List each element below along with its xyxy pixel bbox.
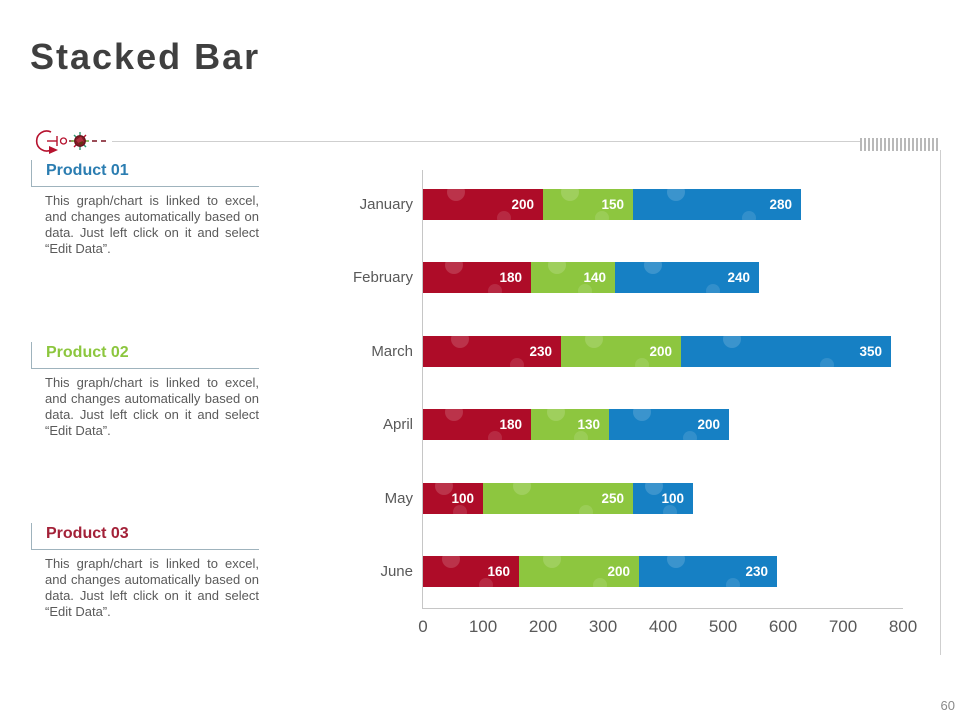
bar-value-label: 250 — [601, 490, 624, 506]
bar-value-label: 200 — [607, 564, 630, 579]
bar-value-label: 200 — [511, 196, 534, 212]
product-name: Product 03 — [46, 525, 129, 542]
axis-tick-label: 0 — [418, 617, 428, 636]
bar-value-label: 200 — [649, 343, 672, 359]
bar-segment-1[interactable]: 230 — [423, 335, 561, 367]
bar-row-june[interactable]: June 160 200 230 — [380, 556, 777, 587]
bar-segment-2[interactable]: 200 — [561, 335, 681, 367]
stacked-bar-chart[interactable]: 0 100 200 300 400 500 600 700 800 January 200 150 2… — [353, 170, 917, 636]
bar-segment-3[interactable]: 100 — [633, 482, 693, 514]
bar-segment-3[interactable]: 200 — [609, 409, 729, 440]
bar-value-label: 200 — [697, 417, 720, 432]
product-header: Product 01 — [31, 160, 259, 187]
category-label: February — [352, 269, 413, 286]
bar-segment-1[interactable]: 160 — [423, 556, 519, 587]
bar-value-label: 130 — [577, 417, 600, 432]
bar-value-label: 100 — [451, 490, 474, 506]
bar-row-january[interactable]: January 200 150 280 — [360, 188, 801, 220]
bar-segment-2[interactable]: 150 — [543, 188, 633, 220]
bar-segment-1[interactable]: 180 — [423, 409, 531, 440]
product-header: Product 02 — [31, 342, 259, 369]
bar-row-april[interactable]: April 180 130 200 — [383, 409, 729, 440]
bar-segment-3[interactable]: 280 — [633, 188, 801, 220]
product-description: This graph/chart is linked to excel, and… — [45, 556, 259, 619]
bar-segment-1[interactable]: 200 — [423, 188, 543, 220]
product-block-1: Product 01 This graph/chart is linked to… — [31, 160, 259, 257]
product-name: Product 02 — [46, 344, 129, 361]
bar-value-label: 180 — [499, 417, 522, 432]
category-label: April — [382, 416, 413, 433]
bar-value-label: 350 — [859, 343, 882, 359]
axis-tick-label: 700 — [828, 617, 858, 636]
decoration-line — [112, 141, 860, 142]
page-number: 60 — [940, 698, 955, 713]
bar-value-label: 240 — [727, 270, 750, 285]
bar-value-label: 100 — [661, 490, 684, 506]
product-description: This graph/chart is linked to excel, and… — [45, 193, 259, 256]
bar-value-label: 160 — [487, 564, 510, 579]
bar-row-may[interactable]: May 100 250 100 — [385, 482, 693, 514]
x-axis: 0 100 200 300 400 500 600 700 800 — [418, 608, 917, 638]
product-block-3: Product 03 This graph/chart is linked to… — [31, 523, 259, 620]
page-title: Stacked Bar — [30, 36, 261, 77]
bar-segment-3[interactable]: 350 — [681, 335, 891, 367]
axis-tick-label: 800 — [888, 617, 918, 636]
bar-row-february[interactable]: February 180 140 240 — [353, 262, 759, 293]
bar-segment-2[interactable]: 250 — [483, 482, 633, 514]
bar-segment-2[interactable]: 140 — [531, 262, 615, 293]
category-label: March — [371, 342, 413, 360]
product-block-2: Product 02 This graph/chart is linked to… — [31, 342, 259, 439]
category-label: June — [380, 563, 413, 580]
axis-tick-label: 200 — [528, 617, 558, 636]
bar-row-march[interactable]: March 230 200 350 — [371, 335, 891, 367]
bar-segment-2[interactable]: 200 — [519, 556, 639, 587]
bar-value-label: 280 — [769, 196, 792, 212]
decoration-hatch — [860, 138, 940, 151]
product-name: Product 01 — [46, 162, 129, 179]
bar-value-label: 230 — [529, 343, 552, 359]
bar-value-label: 150 — [601, 196, 624, 212]
bar-value-label: 140 — [583, 270, 606, 285]
category-label: January — [359, 195, 413, 213]
bar-value-label: 180 — [499, 270, 522, 285]
bar-segment-3[interactable]: 230 — [639, 556, 777, 587]
bar-segment-1[interactable]: 180 — [423, 262, 531, 293]
product-header: Product 03 — [31, 523, 259, 550]
decoration-vertical-line — [940, 150, 941, 655]
bar-segment-3[interactable]: 240 — [615, 262, 759, 293]
flower-icon — [71, 132, 89, 150]
product-description: This graph/chart is linked to excel, and… — [45, 375, 259, 438]
decoration-arrow-flower — [35, 130, 110, 154]
bar-segment-2[interactable]: 130 — [531, 409, 609, 440]
axis-tick-label: 400 — [648, 617, 678, 636]
axis-tick-label: 100 — [468, 617, 498, 636]
category-label: May — [384, 489, 413, 507]
axis-tick-label: 300 — [588, 617, 618, 636]
axis-tick-label: 600 — [768, 617, 798, 636]
bar-segment-1[interactable]: 100 — [423, 482, 483, 514]
bar-value-label: 230 — [745, 564, 768, 579]
axis-tick-label: 500 — [708, 617, 738, 636]
